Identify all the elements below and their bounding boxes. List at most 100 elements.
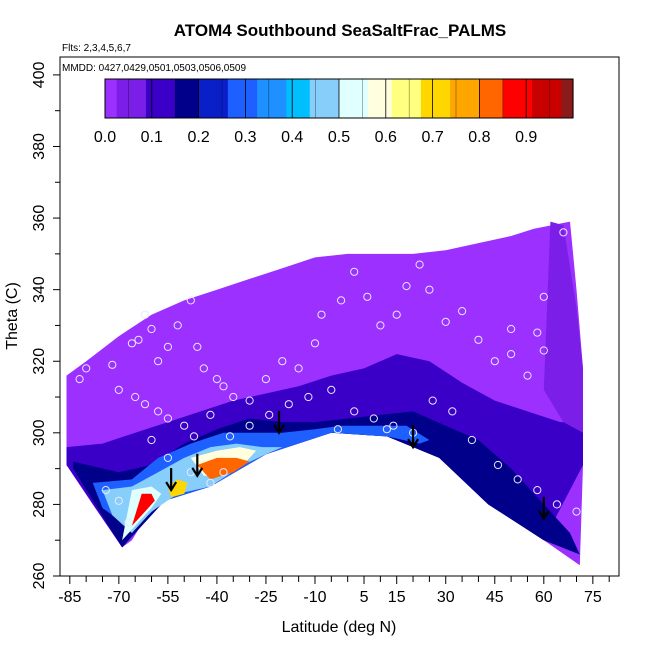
plot-frame — [59, 56, 620, 577]
data-point — [261, 375, 270, 384]
data-point — [229, 392, 238, 402]
data-point — [114, 496, 123, 505]
colorbar-tick-label: 0.2 — [187, 129, 209, 146]
colorbar-cell — [216, 79, 223, 118]
colorbar-cell — [473, 79, 480, 118]
colorbar-cell — [397, 79, 404, 118]
colorbar-tick-label: 0.7 — [421, 129, 443, 146]
colorbar-cell — [567, 79, 574, 118]
colorbar-cell — [461, 79, 469, 118]
colorbar-cell — [415, 79, 422, 118]
x-axis: -85 -70 -55 -40 -25 -10 5 15 30 45 60 75 — [58, 576, 610, 606]
data-point — [317, 310, 326, 319]
data-point — [193, 342, 202, 351]
colorbar-cell — [303, 79, 311, 118]
data-point — [124, 518, 133, 527]
colorbar-cell — [537, 79, 545, 118]
colorbar-cell — [245, 79, 252, 118]
colorbar-cell — [344, 79, 352, 118]
data-point — [350, 407, 359, 416]
field-region — [131, 493, 155, 526]
data-point — [75, 375, 84, 384]
colorbar-tick-label: 0.8 — [468, 129, 490, 146]
colorbar-cell — [374, 79, 381, 118]
data-point — [173, 321, 182, 330]
arrow-head — [165, 481, 178, 493]
down-arrow — [165, 468, 178, 493]
colorbar-cell — [321, 79, 328, 118]
data-point — [147, 324, 156, 334]
colorbar-cell — [543, 79, 551, 118]
data-point — [493, 460, 503, 470]
observation-points — [75, 228, 581, 527]
colorbar-cell — [496, 79, 504, 118]
data-point — [245, 396, 254, 405]
data-point — [219, 382, 228, 391]
colorbar-tick-label: 0.5 — [328, 129, 350, 146]
data-point — [108, 360, 117, 369]
data-point — [402, 282, 411, 291]
colorbar-cell — [432, 79, 440, 118]
data-point — [206, 478, 215, 487]
x-tick-label: 45 — [486, 589, 504, 606]
flights-note: Flts: 2,3,4,5,6,7 — [62, 43, 131, 54]
colorbar-cell — [175, 79, 182, 118]
data-point — [294, 364, 303, 373]
arrow-head — [407, 438, 419, 450]
colorbar-cell — [391, 79, 399, 118]
data-point — [539, 292, 548, 301]
colorbar-cell — [485, 79, 492, 118]
data-point — [552, 500, 562, 509]
data-point — [533, 328, 542, 337]
data-point — [163, 414, 172, 423]
x-tick-label: -70 — [107, 589, 130, 606]
colorbar-cell — [210, 79, 217, 118]
dates-note: MMDD: 0427,0429,0501,0503,0506,0509 — [62, 63, 246, 74]
data-point — [127, 339, 136, 348]
x-tick-label: -25 — [254, 589, 277, 606]
colorbar-cell — [362, 79, 369, 118]
x-axis-label: Latitude (deg N) — [282, 619, 397, 636]
colorbar-tick-label: 0.6 — [375, 129, 397, 146]
x-tick-label: -55 — [156, 589, 179, 606]
chart-title: ATOM4 Southbound SeaSaltFrac_PALMS — [174, 21, 506, 40]
data-point — [369, 414, 378, 423]
data-point — [327, 385, 336, 394]
data-point — [425, 285, 434, 294]
data-point — [350, 267, 359, 276]
data-point — [448, 407, 457, 416]
x-tick-label: -10 — [303, 589, 326, 606]
colorbar-cell — [292, 79, 299, 118]
x-tick-label: 15 — [388, 589, 406, 606]
data-point — [337, 296, 346, 305]
field-region — [66, 354, 583, 548]
colorbar-cell — [286, 79, 293, 118]
down-arrow — [273, 410, 285, 435]
x-tick-label: 30 — [437, 589, 455, 606]
data-point — [245, 421, 254, 430]
colorbar-cell — [227, 79, 235, 118]
data-point — [140, 310, 150, 319]
colorbar-cell — [403, 79, 410, 118]
colorbar-cell — [181, 79, 188, 118]
colorbar-cell — [204, 79, 211, 118]
x-tick-label: 5 — [360, 589, 369, 606]
data-point — [441, 317, 450, 326]
colorbar-cell — [105, 79, 112, 118]
down-arrow — [191, 453, 204, 478]
colorbar-cell — [239, 79, 246, 118]
colorbar-cell — [438, 79, 445, 118]
colorbar-cell — [186, 79, 194, 118]
data-point — [180, 421, 189, 430]
data-point — [131, 392, 140, 402]
data-point — [559, 228, 568, 237]
y-tick-label: 380 — [31, 133, 48, 160]
y-tick-label: 300 — [31, 419, 48, 446]
y-tick-label: 280 — [31, 491, 48, 518]
colorbar-cell — [262, 79, 270, 118]
colorbar-cell — [333, 79, 340, 118]
y-tick-label: 340 — [31, 276, 48, 303]
colorbar-cell — [192, 79, 200, 118]
colorbar-cell — [339, 79, 346, 118]
colorbar-cell — [298, 79, 305, 118]
